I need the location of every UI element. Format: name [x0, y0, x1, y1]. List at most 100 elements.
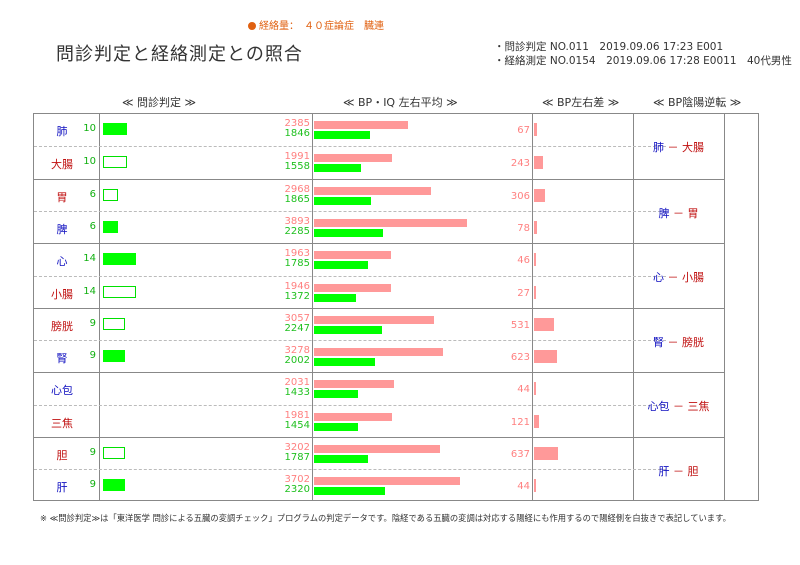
iq-bar	[314, 293, 356, 302]
meta-line-interview: ・問診判定 NO.011 2019.09.06 17:23 E001	[494, 41, 724, 53]
pair-label: 腎 － 膀胱	[633, 334, 724, 350]
organ-row: 脾 6 3893 2285 78	[34, 210, 666, 244]
page-title: 問診判定と経絡測定との照合	[56, 44, 303, 65]
pair-yin: 肺	[653, 141, 664, 154]
pair-yang: 膀胱	[682, 335, 704, 349]
bp-value-label: 2968	[284, 183, 310, 195]
iq-bar	[314, 390, 358, 399]
column-divider	[532, 114, 533, 500]
iq-value-label: 1454	[284, 419, 310, 431]
organ-row: 小腸 14 1946 1372 27	[34, 275, 666, 309]
organ-row: 三焦 1981 1454 121	[34, 404, 666, 438]
score-label: 14	[83, 253, 96, 265]
organ-label: 脾	[56, 222, 68, 236]
bp-bar	[314, 283, 391, 292]
iq-value-label: 2002	[284, 355, 310, 367]
iq-bar	[314, 487, 385, 496]
score-label: 10	[83, 123, 96, 134]
organ-row: 心 14 1963 1785 46	[34, 243, 666, 276]
column-divider	[633, 114, 634, 500]
score-bar	[103, 479, 125, 492]
iq-bar	[314, 422, 359, 431]
bp-diff-bar	[534, 447, 558, 460]
pair-yang: 大腸	[682, 141, 704, 154]
yinyang-pair: 肺 － 大腸	[633, 114, 724, 178]
bp-diff-bar	[534, 350, 558, 364]
yinyang-pair: 肝 － 胆	[633, 437, 724, 502]
iq-value-label: 2247	[284, 322, 310, 334]
header-interview-judgement: ≪ 問診判定 ≫	[122, 96, 197, 109]
bp-diff-label: 623	[510, 352, 530, 364]
bp-diff-bar	[534, 123, 537, 136]
bp-bar	[314, 380, 395, 389]
iq-bar	[314, 131, 371, 139]
organ-row: 胆 9 3202 1787 637	[34, 437, 666, 470]
bp-value-label: 3278	[284, 345, 310, 357]
bp-diff-bar	[534, 188, 546, 202]
bp-bar	[314, 154, 393, 163]
meta-line-meridian: ・経絡測定 NO.0154 2019.09.06 17:28 E0011 40代…	[494, 55, 792, 67]
header-bp-iq-average: ≪ BP・IQ 左右平均 ≫	[343, 96, 458, 109]
organ-label: 腎	[56, 352, 68, 366]
bp-bar	[314, 251, 392, 260]
bp-value-label: 1991	[284, 151, 310, 163]
pair-yin: 肝	[658, 465, 670, 478]
pair-label: 心 － 小腸	[633, 269, 724, 285]
bp-diff-bar	[534, 479, 536, 493]
iq-bar	[314, 325, 383, 334]
pair-yang: 小腸	[682, 271, 704, 285]
score-bar	[103, 447, 125, 459]
iq-value-label: 1785	[284, 258, 310, 270]
organ-row: 膀胱 9 3057 2247 531	[34, 307, 666, 341]
iq-value-label: 1865	[284, 193, 310, 205]
bp-bar	[314, 315, 435, 324]
score-label: 6	[89, 220, 96, 232]
organ-row: 腎 9 3278 2002 623	[34, 340, 666, 373]
yinyang-pair: 心 － 小腸	[633, 243, 724, 308]
organ-label: 三焦	[51, 416, 73, 430]
iq-bar	[314, 196, 371, 205]
bp-diff-label: 78	[517, 222, 530, 234]
yinyang-pair: 腎 － 膀胱	[633, 307, 724, 373]
footnote: ※ ≪問診判定≫は「東洋医学 問診による五臓の変調チェック」プログラムの判定デー…	[40, 513, 731, 523]
organ-row: 大腸 10 1991 1558 243	[34, 146, 666, 179]
organ-label: 胃	[56, 190, 68, 204]
score-label: 6	[89, 188, 96, 200]
score-bar	[103, 188, 118, 201]
pair-yin: 心包	[647, 400, 670, 414]
organ-label: 膀胱	[51, 319, 73, 333]
bp-value-label: 3202	[284, 442, 310, 453]
pair-yang: 胆	[687, 465, 699, 478]
iq-bar	[314, 358, 375, 367]
pair-separator: －	[669, 206, 688, 220]
iq-value-label: 1846	[284, 128, 310, 139]
bp-diff-bar	[534, 220, 537, 234]
pair-label: 心包 － 三焦	[633, 398, 724, 414]
score-bar	[103, 220, 118, 233]
organ-row: 心包 2031 1433 44	[34, 372, 666, 405]
bp-diff-bar	[534, 317, 554, 331]
column-divider	[724, 114, 725, 500]
pair-yang: 三焦	[687, 400, 710, 414]
pair-separator: －	[669, 465, 688, 478]
bp-bar	[314, 218, 468, 227]
bp-bar	[314, 121, 408, 129]
bp-value-label: 2385	[284, 118, 310, 129]
bp-bar	[314, 348, 444, 357]
bp-bar	[314, 477, 460, 486]
pair-separator: －	[669, 400, 688, 414]
organ-label: 肺	[56, 125, 68, 138]
iq-value-label: 1558	[284, 161, 310, 173]
pair-yin: 心	[653, 271, 664, 285]
bp-diff-bar	[534, 414, 539, 428]
bp-diff-label: 306	[510, 190, 530, 202]
bp-value-label: 1981	[284, 409, 310, 421]
score-bar	[103, 317, 125, 330]
pair-label: 肺 － 大腸	[633, 139, 724, 155]
organ-label: 小腸	[51, 287, 73, 301]
bp-bar	[314, 445, 441, 453]
pair-yin: 脾	[658, 206, 670, 220]
organ-label: 大腸	[51, 158, 73, 172]
bp-diff-label: 46	[517, 255, 530, 267]
organ-label: 心	[56, 255, 68, 269]
